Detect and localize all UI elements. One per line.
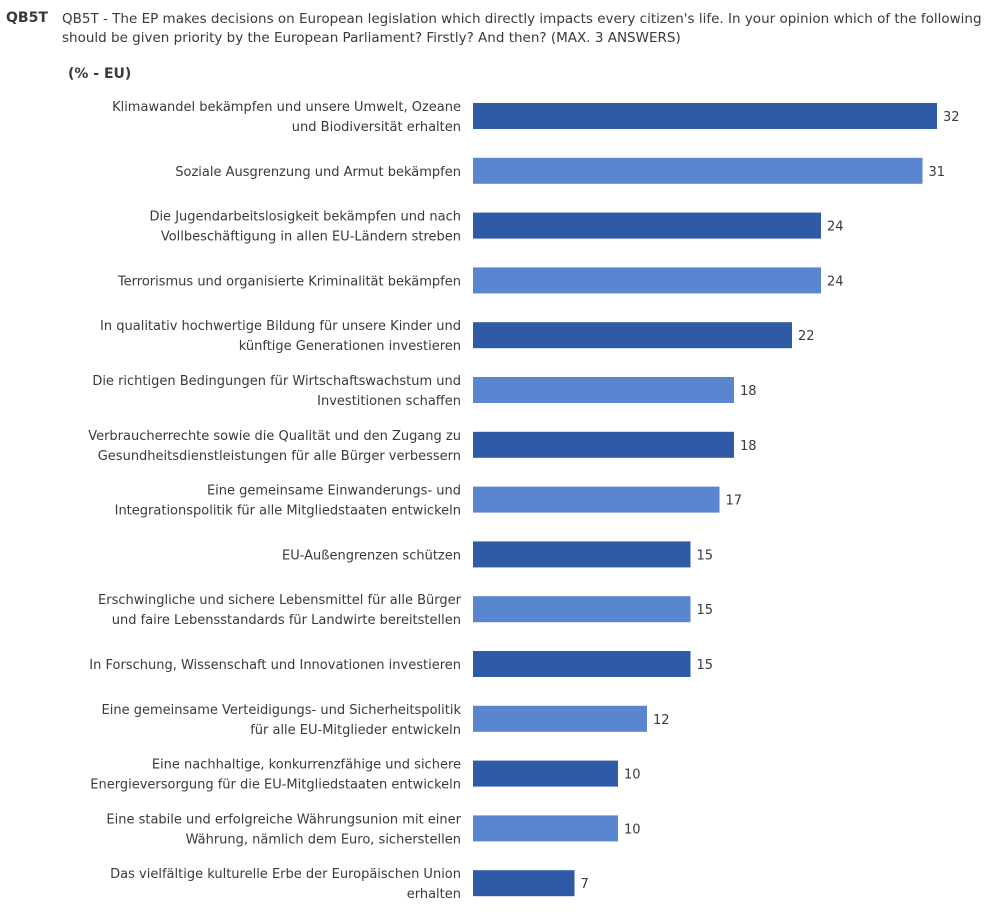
category-label: In qualitativ hochwertige Bildung für un… [100, 319, 461, 354]
question-code: QB5T [6, 10, 48, 26]
category-label: Erschwingliche und sichere Lebensmittel … [98, 593, 462, 628]
data-label: 24 [827, 274, 844, 289]
bar [473, 267, 821, 294]
bar [473, 212, 821, 239]
bar [473, 431, 734, 458]
category-label: Eine gemeinsame Einwanderungs- und Integr… [115, 484, 461, 519]
category-label: Verbraucherrechte sowie die Qualität und… [88, 429, 461, 464]
data-label: 15 [697, 658, 714, 673]
category-label: Die richtigen Bedingungen für Wirtschaft… [92, 374, 461, 409]
data-label: 12 [653, 713, 670, 728]
data-label: 18 [740, 384, 757, 399]
data-label: 15 [697, 548, 714, 563]
category-label: In Forschung, Wissenschaft und Innovatio… [89, 658, 461, 673]
category-label: Terrorismus und organisierte Kriminalitä… [117, 274, 461, 289]
bar [473, 596, 691, 623]
bar [473, 377, 734, 403]
category-label: Eine gemeinsame Verteidigungs- und Siche… [102, 703, 462, 738]
category-label: Soziale Ausgrenzung und Armut bekämpfen [175, 165, 461, 180]
data-label: 31 [929, 165, 946, 180]
category-label: Eine nachhaltige, konkurrenzfähige und s… [90, 758, 461, 793]
bar [473, 541, 691, 568]
category-label: Die Jugendarbeitslosigkeit bekämpfen und… [149, 210, 461, 245]
bar [473, 103, 937, 129]
data-label: 10 [624, 822, 641, 837]
bar [473, 157, 923, 184]
unit-label: (% - EU) [68, 66, 132, 82]
bar [473, 870, 575, 897]
data-label: 17 [726, 494, 743, 509]
data-label: 10 [624, 768, 641, 783]
data-label: 24 [827, 220, 844, 235]
bar [473, 705, 647, 732]
data-label: 32 [943, 110, 960, 125]
category-label: Klimawandel bekämpfen und unsere Umwelt,… [112, 100, 461, 135]
data-label: 22 [798, 329, 815, 344]
data-label: 15 [697, 603, 714, 618]
bar [473, 322, 792, 349]
bar [473, 486, 720, 513]
data-label: 7 [581, 877, 589, 892]
bar [473, 651, 691, 677]
category-label: Das vielfältige kulturelle Erbe der Euro… [110, 867, 461, 902]
data-label: 18 [740, 439, 757, 454]
category-label: EU-Außengrenzen schützen [282, 548, 461, 563]
bar [473, 760, 618, 787]
bar [473, 815, 618, 842]
question-text: QB5T - The EP makes decisions on Europea… [62, 11, 982, 46]
category-label: Eine stabile und erfolgreiche Währungsun… [106, 812, 461, 847]
